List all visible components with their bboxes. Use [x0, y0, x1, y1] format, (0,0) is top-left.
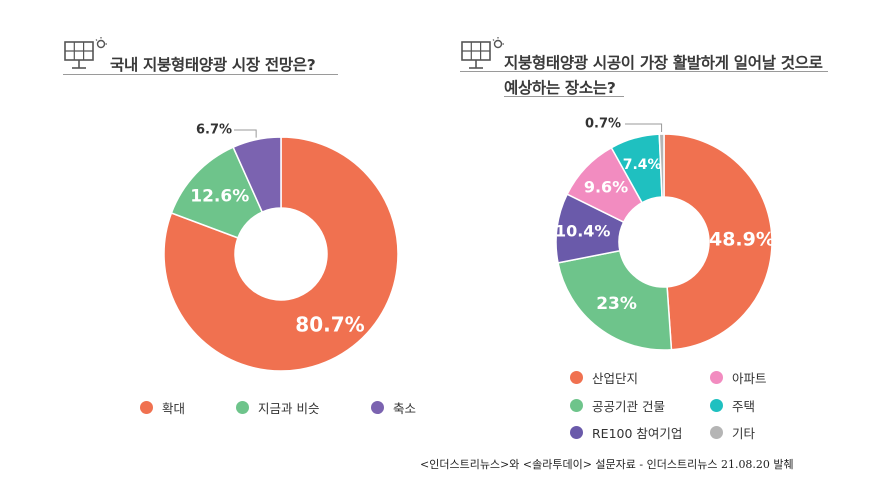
legend-swatch — [236, 401, 249, 414]
legend-swatch — [570, 371, 583, 384]
slice-label-0: 48.9% — [709, 228, 775, 250]
legend-label: RE100 참여기업 — [592, 426, 683, 441]
legend-swatch — [710, 426, 723, 439]
slice-label-3: 9.6% — [584, 177, 628, 196]
legend-item: 지금과 비슷 — [236, 398, 319, 417]
chart-title-left: 국내 지붕형태양광 시장 전망은? — [110, 56, 316, 74]
legend-swatch — [140, 401, 153, 414]
donut-slice-1 — [557, 249, 673, 351]
chart-title-right-line1: 지붕형태양광 시공이 가장 활발하게 일어날 것으로 — [504, 54, 823, 72]
legend-item: 아파트 — [710, 368, 767, 387]
slice-label-2: 6.7% — [196, 123, 232, 138]
slice-label-2: 10.4% — [555, 222, 611, 241]
source-caption: <인더스트리뉴스>와 <솔라투데이> 설문자료 - 인더스트리뉴스 21.08.… — [420, 458, 794, 471]
legend-label: 축소 — [393, 401, 417, 416]
legend-label: 아파트 — [732, 371, 767, 386]
legend-item: 산업단지 — [570, 368, 638, 387]
leader-line-2 — [234, 129, 257, 138]
solar-panel-icon — [460, 36, 504, 76]
title-underline-right2 — [504, 96, 624, 97]
title-underline-right1 — [460, 71, 828, 72]
donut-slice-0 — [163, 136, 399, 372]
legend-swatch — [710, 371, 723, 384]
solar-panel-icon — [63, 36, 107, 76]
title-underline-left — [63, 74, 338, 75]
chart-title-right-line2: 예상하는 장소는? — [504, 79, 616, 97]
legend-label: 주택 — [732, 399, 756, 414]
legend-item: 확대 — [140, 398, 185, 417]
slice-label-1: 23% — [596, 294, 637, 314]
legend-label: 기타 — [732, 426, 756, 441]
legend-swatch — [371, 401, 384, 414]
donut-chart-right: 48.9% 23% 10.4% 9.6% 7.4% 0.7% — [555, 117, 775, 351]
slice-label-5: 0.7% — [585, 117, 621, 132]
slice-label-4: 7.4% — [623, 157, 662, 173]
slice-label-0: 80.7% — [295, 313, 364, 337]
legend-label: 산업단지 — [592, 371, 639, 386]
legend-label: 공공기관 건물 — [592, 399, 665, 414]
legend-swatch — [710, 399, 723, 412]
legend-item: 기타 — [710, 423, 755, 442]
legend-swatch — [570, 426, 583, 439]
legend-swatch — [570, 399, 583, 412]
slice-label-1: 12.6% — [190, 186, 249, 206]
legend-item: 주택 — [710, 396, 755, 415]
legend-label: 지금과 비슷 — [258, 401, 320, 416]
donut-chart-left: 80.7% 12.6% 6.7% — [163, 123, 399, 372]
legend-item: RE100 참여기업 — [570, 423, 682, 442]
leader-line-5 — [625, 123, 663, 133]
legend-item: 축소 — [371, 398, 416, 417]
donut-slice-5 — [658, 133, 665, 198]
donut-slice-0 — [663, 133, 773, 351]
legend-label: 확대 — [162, 401, 186, 416]
donut-slice-2 — [232, 136, 282, 214]
legend-item: 공공기관 건물 — [570, 396, 665, 415]
